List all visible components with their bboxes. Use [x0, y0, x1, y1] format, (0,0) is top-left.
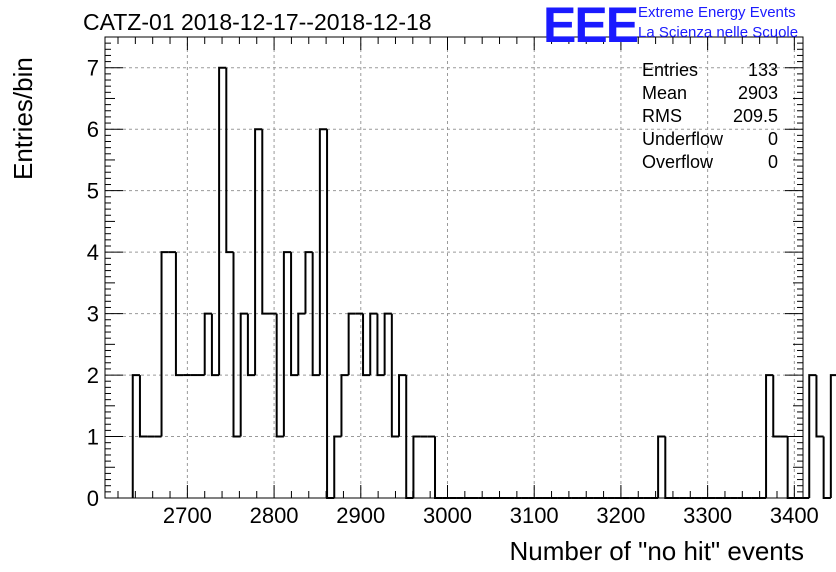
histogram-bin	[203, 312, 212, 376]
x-axis-label: Number of "no hit" events	[509, 536, 805, 566]
axes	[104, 36, 804, 499]
stats-value: 0	[767, 152, 778, 172]
stats-row-entries: Entries 133	[642, 59, 778, 82]
histogram-bin	[376, 313, 385, 377]
histogram-bin	[290, 252, 299, 377]
stats-label: Mean	[642, 83, 688, 103]
histogram-bin	[664, 436, 673, 499]
y-tick-label: 3	[87, 302, 99, 327]
y-tick-labels: 0 1 2 3 4 5 6 7	[87, 56, 99, 511]
histogram-bin	[218, 66, 227, 376]
x-tick-label: 3200	[596, 503, 645, 528]
histogram-bin	[246, 313, 256, 377]
histogram-bin	[815, 375, 824, 438]
x-tick-labels: 2700 2800 2900 3000 3100 3200 3300 3400	[163, 503, 819, 528]
y-tick-label: 6	[87, 117, 99, 142]
y-tick-label: 0	[87, 486, 99, 511]
histogram-bin	[225, 67, 234, 254]
stats-value: 209.5	[732, 106, 778, 126]
stats-value: 0	[767, 129, 778, 149]
histogram-bin	[282, 251, 292, 437]
histogram-bin	[311, 252, 320, 377]
x-tick-label: 3100	[510, 503, 559, 528]
stats-label: Overflow	[642, 152, 714, 172]
stats-value: 133	[747, 60, 778, 80]
histogram-bin	[765, 374, 774, 498]
stats-value: 2903	[737, 83, 778, 103]
x-tick-label: 3000	[423, 503, 472, 528]
eee-logo: EEE	[543, 0, 639, 53]
x-tick-label: 3400	[770, 503, 819, 528]
histogram-bin	[434, 436, 443, 499]
stats-label: Underflow	[642, 129, 724, 149]
histogram-bin	[822, 436, 831, 499]
y-axis-label: Entries/bin	[8, 57, 38, 180]
grid-lines	[105, 37, 803, 498]
x-tick-label: 2800	[250, 503, 299, 528]
y-tick-label: 5	[87, 179, 99, 204]
chart-title: CATZ-01 2018-12-17--2018-12-18	[83, 9, 432, 35]
histogram-bin	[390, 313, 400, 438]
stats-box: Entries 133 Mean 2903 RMS 209.5 Underflo…	[642, 59, 778, 174]
histogram-bin	[829, 374, 836, 498]
logo-caption: Extreme Energy Events La Scienza nelle S…	[638, 3, 798, 43]
histogram-bin	[160, 251, 169, 437]
histogram-bin	[369, 312, 378, 376]
y-tick-label: 2	[87, 363, 99, 388]
histogram-bin	[210, 313, 220, 377]
histogram-bin	[412, 435, 421, 498]
histogram-bin	[383, 312, 392, 376]
histogram-bin	[232, 252, 241, 438]
stats-row-rms: RMS 209.5	[642, 105, 778, 128]
histogram-bin	[318, 128, 328, 376]
histogram-bin	[254, 128, 263, 376]
plot-frame	[104, 36, 804, 499]
stats-row-overflow: Overflow 0	[642, 151, 778, 174]
histogram-bin	[131, 374, 140, 498]
histogram-bin	[138, 375, 148, 438]
logo-caption-line2: La Scienza nelle Scuole	[638, 24, 799, 41]
histogram-bin	[261, 129, 270, 315]
y-tick-label: 1	[87, 425, 99, 450]
y-tick-label: 7	[87, 56, 99, 81]
histogram-bin	[174, 252, 184, 377]
x-tick-label: 2700	[163, 503, 212, 528]
histogram-bin	[398, 374, 407, 437]
histogram-bin	[347, 312, 356, 376]
x-tick-label: 3300	[683, 503, 732, 528]
stats-label: RMS	[642, 106, 682, 126]
stats-row-mean: Mean 2903	[642, 82, 778, 105]
histogram-bin	[772, 375, 781, 438]
histogram-bin	[657, 435, 666, 498]
histogram-bin	[808, 374, 817, 498]
stats-row-underflow: Underflow 0	[642, 128, 778, 151]
histogram-bin	[275, 313, 284, 438]
stats-label: Entries	[642, 60, 699, 80]
histogram-bin	[340, 374, 349, 437]
histogram-bin	[304, 251, 313, 314]
histogram-bin	[239, 312, 248, 437]
histogram-bin	[333, 435, 342, 498]
histogram-bin	[362, 313, 371, 377]
y-tick-label: 4	[87, 240, 99, 265]
x-tick-label: 2900	[336, 503, 385, 528]
histogram-bin	[297, 312, 306, 376]
logo-caption-line1: Extreme Energy Events	[638, 4, 796, 21]
